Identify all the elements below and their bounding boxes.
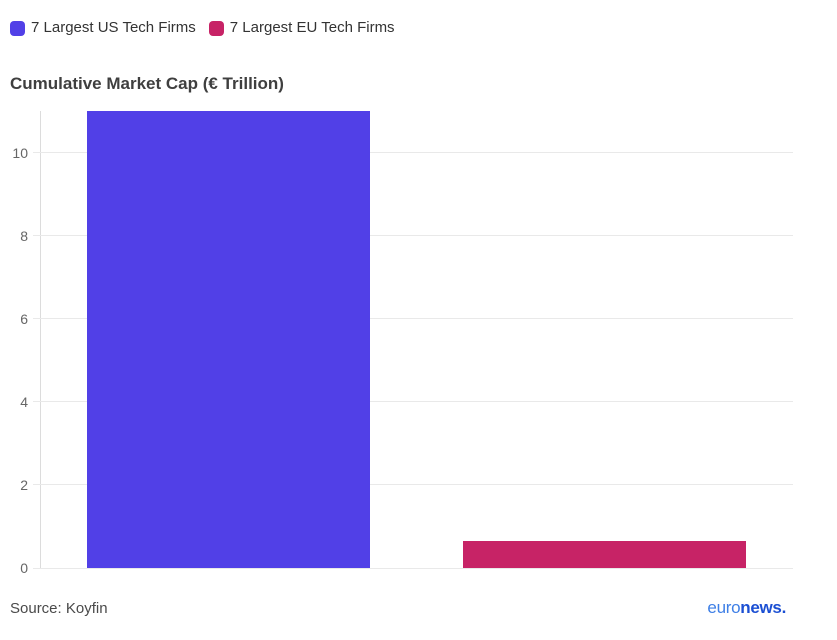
gridline-y-4	[33, 401, 793, 403]
legend-item-us-tech-firms: 7 Largest US Tech Firms	[10, 19, 196, 37]
bar-eu-tech-firms	[463, 540, 747, 568]
gridline-y-2	[33, 484, 793, 486]
y-axis-line	[40, 111, 41, 568]
y-tick-label-8: 8	[20, 227, 28, 244]
bar-us-tech-firms	[86, 111, 370, 568]
y-tick-label-2: 2	[20, 476, 28, 493]
legend: 7 Largest US Tech Firms 7 Largest EU Tech…	[10, 19, 395, 37]
gridline-y-8	[33, 235, 793, 237]
plot-area: 0 2 4 6 8 10	[0, 111, 793, 576]
source-note: Source: Koyfin	[10, 600, 108, 617]
legend-swatch-eu-tech-firms	[208, 20, 224, 36]
legend-label-us-tech-firms: 7 Largest US Tech Firms	[31, 19, 196, 36]
y-tick-label-4: 4	[20, 393, 28, 410]
euronews-logo-euro: euro	[707, 598, 741, 617]
y-tick-label-10: 10	[12, 144, 28, 161]
legend-item-eu-tech-firms: 7 Largest EU Tech Firms	[208, 19, 395, 37]
gridline-y-0	[33, 567, 793, 569]
y-tick-label-6: 6	[20, 310, 28, 327]
gridline-y-6	[33, 318, 793, 320]
euronews-logo: euronews.	[707, 598, 786, 618]
chart-title: Cumulative Market Cap (€ Trillion)	[10, 74, 284, 93]
legend-swatch-us-tech-firms	[10, 20, 25, 36]
gridline-y-10	[33, 152, 793, 154]
euronews-logo-news: news.	[740, 598, 786, 617]
legend-label-eu-tech-firms: 7 Largest EU Tech Firms	[229, 19, 395, 36]
y-tick-label-0: 0	[20, 560, 28, 576]
